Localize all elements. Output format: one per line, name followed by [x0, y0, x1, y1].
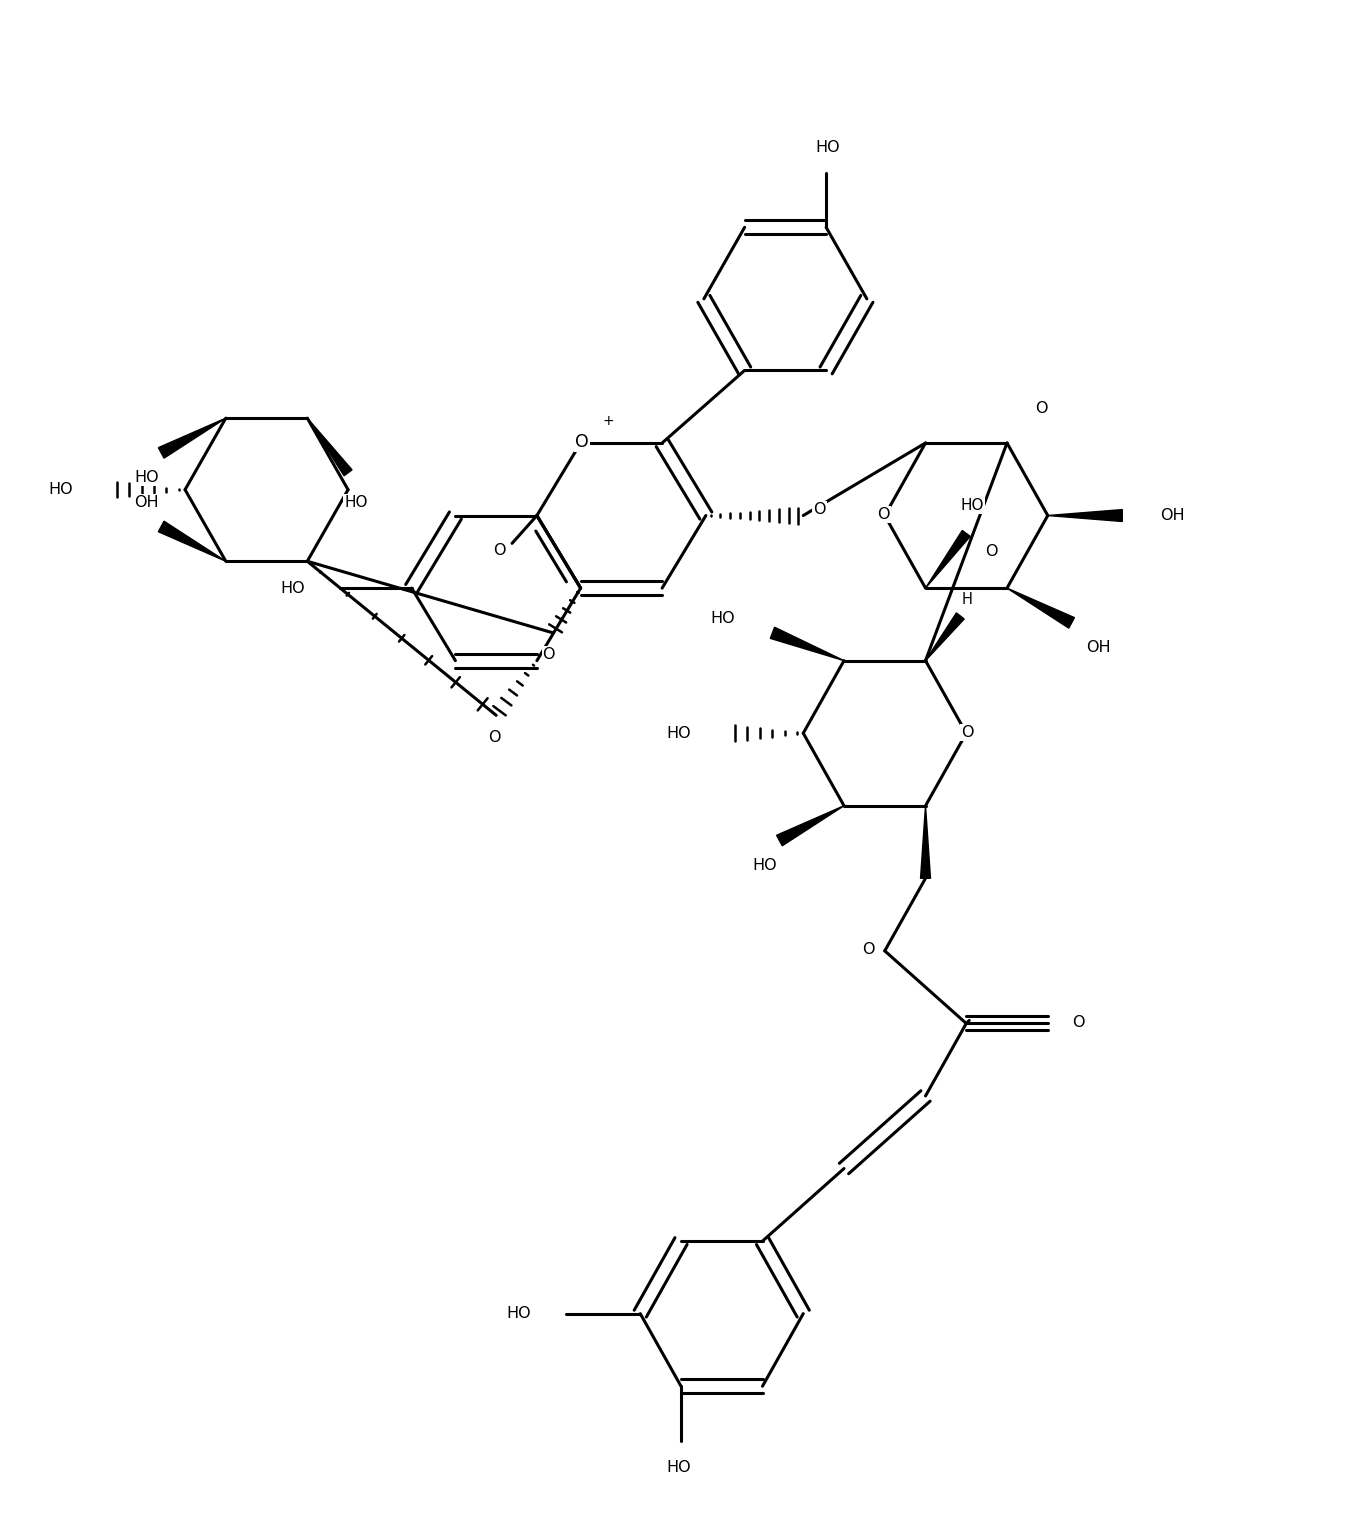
- Text: +: +: [602, 413, 615, 429]
- Text: O: O: [862, 943, 876, 957]
- Polygon shape: [926, 612, 964, 661]
- Text: HO: HO: [816, 141, 840, 155]
- Text: HO: HO: [667, 726, 691, 741]
- Polygon shape: [307, 418, 352, 476]
- Text: O: O: [985, 545, 997, 559]
- Text: O: O: [575, 433, 589, 452]
- Text: OH: OH: [1160, 508, 1184, 524]
- Text: OH: OH: [134, 495, 158, 510]
- Text: O: O: [493, 544, 505, 557]
- Polygon shape: [921, 805, 930, 879]
- Text: O: O: [813, 502, 825, 517]
- Text: HO: HO: [134, 470, 158, 485]
- Text: HO: HO: [667, 1461, 691, 1476]
- Text: H: H: [962, 591, 973, 606]
- Polygon shape: [770, 628, 844, 661]
- Text: O: O: [962, 724, 974, 739]
- Text: HO: HO: [48, 482, 72, 498]
- Text: HO: HO: [507, 1306, 531, 1321]
- Polygon shape: [158, 418, 225, 458]
- Text: HO: HO: [344, 495, 367, 510]
- Text: OH: OH: [1086, 640, 1111, 655]
- Polygon shape: [158, 521, 225, 562]
- Text: O: O: [1072, 1015, 1085, 1030]
- Polygon shape: [1007, 588, 1075, 628]
- Text: HO: HO: [710, 611, 735, 626]
- Polygon shape: [926, 530, 970, 588]
- Text: HO: HO: [960, 498, 984, 513]
- Text: HO: HO: [753, 857, 777, 873]
- Text: O: O: [542, 648, 555, 663]
- Text: O: O: [488, 730, 500, 744]
- Text: O: O: [1035, 401, 1048, 416]
- Polygon shape: [1048, 510, 1123, 522]
- Text: HO: HO: [280, 580, 306, 596]
- Text: O: O: [877, 507, 891, 522]
- Polygon shape: [777, 805, 844, 845]
